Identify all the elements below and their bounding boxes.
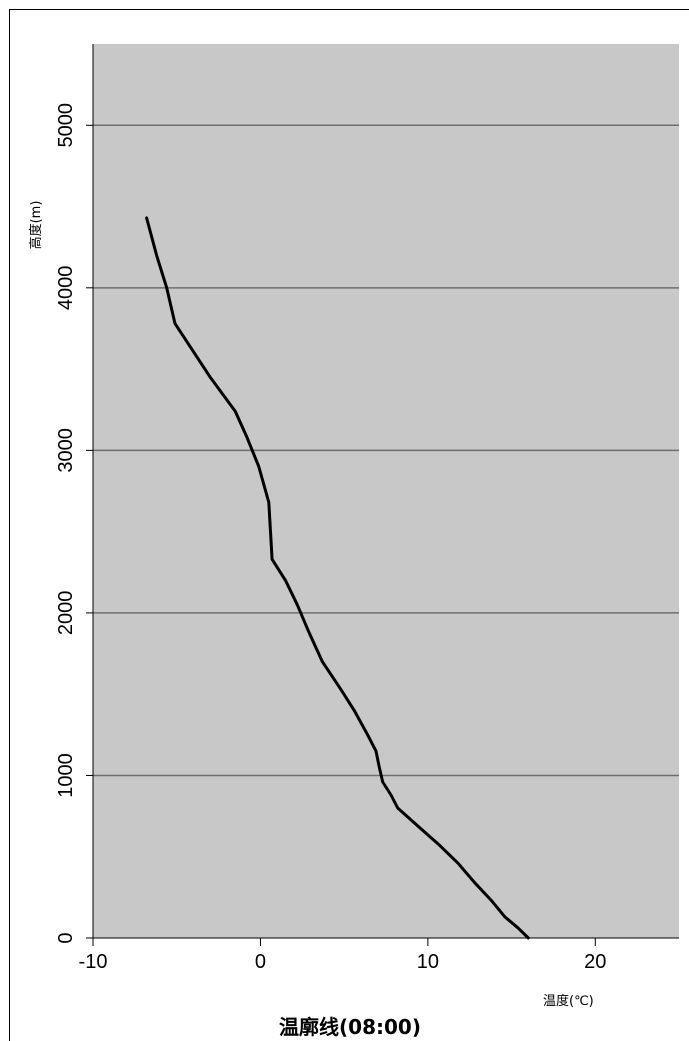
x-axis-label: 温度(℃) xyxy=(543,993,594,1009)
y-tick-label: 3000 xyxy=(55,428,77,473)
x-tick-label: 0 xyxy=(255,951,266,973)
chart-title: 温廓线(08:00) xyxy=(279,1015,421,1039)
grid-lines xyxy=(93,124,679,777)
x-tick-label: 20 xyxy=(584,951,606,973)
x-tick-label: -10 xyxy=(79,951,108,973)
plot-area xyxy=(93,44,679,938)
x-tick-label: 10 xyxy=(417,951,439,973)
y-tick-label: 1000 xyxy=(55,753,77,798)
axes xyxy=(86,44,679,946)
y-tick-label: 2000 xyxy=(55,591,77,636)
temperature-profile-line xyxy=(145,216,530,940)
y-tick-label: 0 xyxy=(55,932,77,943)
y-axis-label: 高度(m) xyxy=(28,201,44,250)
series-layer xyxy=(145,216,530,940)
y-tick-label: 5000 xyxy=(55,103,77,148)
y-tick-label: 4000 xyxy=(55,266,77,311)
chart-frame xyxy=(9,9,689,1041)
